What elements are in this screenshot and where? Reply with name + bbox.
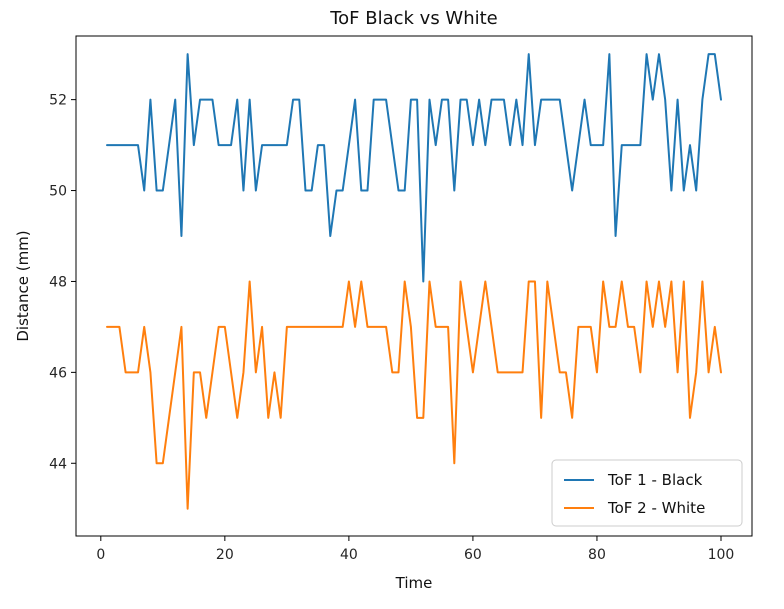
x-tick-label: 60 [464, 547, 482, 563]
x-tick-label: 20 [216, 547, 234, 563]
y-axis-label: Distance (mm) [14, 230, 32, 341]
plot-lines [106, 53, 722, 510]
legend-label-1: ToF 1 - Black [607, 471, 703, 489]
x-tick-label: 40 [340, 547, 358, 563]
x-axis-ticks: 0 20 40 60 80 100 [96, 536, 734, 563]
chart-title: ToF Black vs White [329, 8, 498, 29]
y-tick-label: 44 [49, 456, 67, 472]
y-tick-label: 46 [49, 365, 67, 381]
legend-box [551, 459, 743, 527]
y-tick-label: 50 [49, 184, 67, 200]
x-tick-label: 80 [588, 547, 606, 563]
y-tick-label: 48 [49, 274, 67, 290]
x-tick-label: 0 [96, 547, 105, 563]
series-line-1 [106, 53, 722, 283]
legend: ToF 1 - Black ToF 2 - White [551, 459, 743, 527]
plot-frame [75, 35, 753, 537]
x-tick-label: 100 [708, 547, 735, 563]
x-axis-label: Time [395, 574, 433, 592]
legend-label-2: ToF 2 - White [607, 499, 705, 517]
y-axis-ticks: 44 46 48 50 52 [49, 93, 76, 472]
series-line-2 [106, 280, 722, 510]
y-tick-label: 52 [49, 93, 67, 109]
